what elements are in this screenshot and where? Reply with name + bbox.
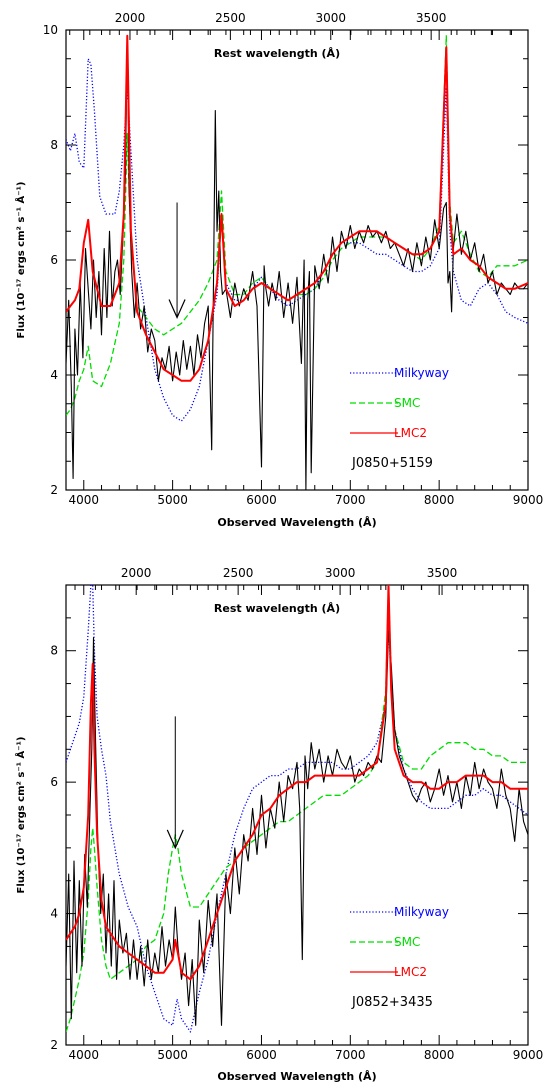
x-tick-label: 5000 (157, 1048, 188, 1062)
x-tick-label: 7000 (335, 493, 366, 507)
x-tick-label: 7000 (335, 1048, 366, 1062)
series-line-lmc2 (66, 585, 528, 981)
series-line-smc (66, 585, 528, 1033)
arrow-head (168, 299, 186, 319)
x-tick-marks: 4000 5000 6000 7000 8000 9000 (65, 30, 544, 507)
legend-label: LMC2 (394, 965, 427, 979)
y-tick-label: 4 (50, 907, 58, 921)
x-tick-label: 9000 (513, 1048, 544, 1062)
y-tick-label: 2 (50, 1038, 58, 1052)
y-tick-label: 8 (50, 644, 58, 658)
top-tick-label: 2000 (115, 11, 146, 25)
top-tick-label: 2000 (121, 566, 152, 580)
legend-label: SMC (394, 935, 420, 949)
top-tick-label: 3500 (416, 11, 447, 25)
chart-panel-top: 4000 5000 6000 7000 8000 9000 2 4 6 8 10 2000 2500… (14, 11, 543, 529)
x-tick-label: 4000 (68, 493, 99, 507)
legend: Milkyway SMC LMC2 J0852+3435 (350, 905, 449, 1010)
y-tick-label: 6 (50, 775, 58, 789)
y-axis-label: Flux (10⁻¹⁷ ergs cm² s⁻¹ Å⁻¹) (14, 182, 27, 339)
x-tick-marks: 4000 5000 6000 7000 8000 9000 (65, 585, 544, 1062)
legend-label: Milkyway (394, 366, 449, 380)
y-tick-label: 6 (50, 253, 58, 267)
series-lines (66, 585, 528, 1033)
plot-frame (65, 29, 529, 491)
arrow-head (166, 829, 184, 850)
x-tick-label: 9000 (513, 493, 544, 507)
y-tick-marks: 2 4 6 8 10 (43, 23, 528, 497)
top-tick-marks: 2000 2500 3000 3500 (74, 566, 525, 595)
top-tick-label: 3000 (325, 566, 356, 580)
legend-label: SMC (394, 396, 420, 410)
y-tick-label: 10 (43, 23, 58, 37)
top-axis-label: Rest wavelength (Å) (214, 47, 340, 60)
x-tick-label: 8000 (424, 493, 455, 507)
top-tick-label: 3500 (427, 566, 458, 580)
top-axis-label: Rest wavelength (Å) (214, 602, 340, 615)
x-axis-label: Observed Wavelength (Å) (217, 516, 376, 529)
x-tick-label: 6000 (246, 493, 277, 507)
object-label: J0852+3435 (351, 995, 433, 1010)
x-tick-label: 8000 (424, 1048, 455, 1062)
x-tick-label: 6000 (246, 1048, 277, 1062)
legend: Milkyway SMC LMC2 J0850+5159 (350, 366, 449, 471)
series-line-j0850-5159 (66, 35, 528, 490)
top-tick-label: 2500 (223, 566, 254, 580)
x-tick-label: 5000 (157, 493, 188, 507)
top-tick-label: 3000 (315, 11, 346, 25)
top-tick-label: 2500 (215, 11, 246, 25)
y-tick-label: 2 (50, 483, 58, 497)
x-axis-label: Observed Wavelength (Å) (217, 1070, 376, 1083)
y-tick-marks: 2 4 6 8 (50, 584, 528, 1052)
series-line-milkyway (66, 585, 528, 1033)
chart-panel-bottom: 4000 5000 6000 7000 8000 9000 2 4 6 8 2000 2500 30… (14, 566, 543, 1083)
y-axis-label: Flux (10⁻¹⁷ ergs cm² s⁻¹ Å⁻¹) (14, 737, 27, 894)
series-line-lmc2 (66, 34, 528, 382)
y-tick-label: 8 (50, 138, 58, 152)
series-line-j0852-3435 (66, 630, 528, 1026)
top-tick-marks: 2000 2500 3000 3500 (69, 11, 512, 40)
annotation-arrow (168, 202, 186, 319)
y-tick-label: 4 (50, 368, 58, 382)
series-line-milkyway (66, 58, 528, 422)
series-lines (66, 34, 528, 490)
annotation-arrow (166, 716, 184, 850)
x-tick-label: 4000 (68, 1048, 99, 1062)
object-label: J0850+5159 (351, 456, 433, 471)
legend-label: LMC2 (394, 426, 427, 440)
legend-label: Milkyway (394, 905, 449, 919)
